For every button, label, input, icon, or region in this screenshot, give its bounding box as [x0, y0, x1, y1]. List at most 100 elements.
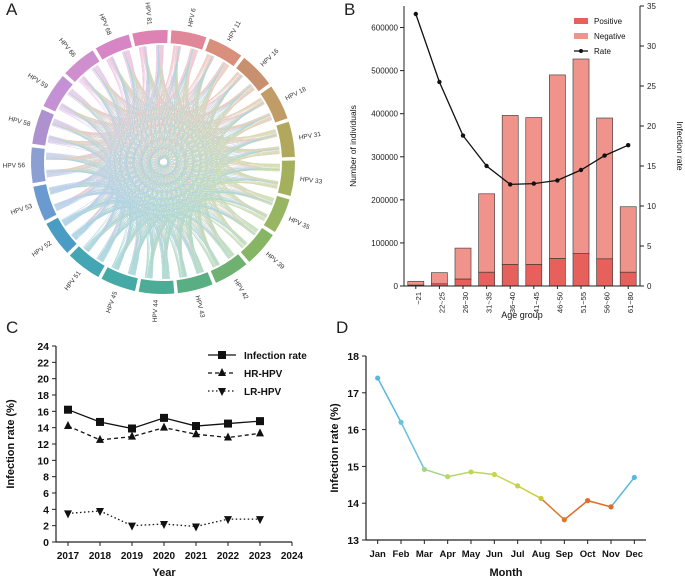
chord-link — [203, 102, 264, 257]
chord-link — [46, 155, 267, 217]
chord-link — [211, 102, 264, 233]
chord-link — [129, 135, 278, 275]
chord-link — [55, 75, 242, 209]
chord-link — [201, 202, 256, 258]
chord-segment — [95, 34, 133, 60]
chord-link — [107, 46, 150, 108]
chord-link — [53, 119, 152, 279]
series-marker — [64, 421, 72, 430]
y-axis-title: Infection rate (%) — [329, 403, 341, 493]
chord-link — [116, 199, 265, 270]
chord-link — [49, 62, 226, 193]
chord-link — [211, 151, 280, 245]
chord-link — [95, 66, 247, 245]
segment-label: HPV 18 — [284, 86, 307, 103]
chord-link — [48, 136, 170, 279]
chord-link — [97, 191, 273, 260]
chord-link — [166, 102, 264, 279]
chord-segment — [65, 50, 100, 83]
chord-link — [46, 142, 105, 173]
x-axis-title: Age group — [501, 310, 543, 320]
chord-link — [129, 46, 181, 275]
chord-link — [99, 134, 277, 261]
chord-link — [67, 67, 123, 123]
chord-link — [163, 102, 265, 279]
x-tick-label: 41~45 — [532, 292, 541, 313]
chord-link — [186, 48, 267, 217]
chord-link — [92, 45, 159, 111]
x-tick-label: 2023 — [249, 551, 272, 562]
chord-link — [61, 103, 124, 260]
segment-label: HPV 53 — [10, 203, 34, 217]
chord-link — [59, 75, 242, 129]
chord-link — [54, 183, 272, 207]
chord-link — [49, 185, 214, 268]
chord-link — [46, 69, 119, 159]
chord-link — [54, 56, 215, 207]
chord-link — [97, 213, 141, 274]
chord-link — [209, 75, 277, 141]
chord-link — [60, 105, 277, 144]
chord-link — [110, 56, 262, 123]
chord-link — [108, 55, 213, 110]
chord-link — [131, 102, 264, 275]
chord-link — [165, 168, 280, 279]
chord-link — [68, 92, 133, 270]
chord-link — [158, 45, 226, 109]
chord-link — [46, 55, 213, 176]
chord-link — [93, 67, 187, 277]
chord-link — [46, 170, 205, 272]
rate-point — [508, 182, 513, 187]
chord-link — [63, 62, 226, 225]
chord-link — [68, 92, 248, 244]
chord-link — [185, 48, 252, 117]
chord-link — [98, 203, 256, 260]
data-point — [608, 504, 614, 510]
chord-link — [72, 75, 121, 237]
trend-segment — [377, 377, 402, 423]
chord-link — [68, 45, 158, 119]
chord-segment — [69, 246, 105, 278]
chord-link — [72, 189, 272, 237]
chord-link — [181, 182, 278, 277]
data-point — [468, 469, 474, 475]
chord-link — [60, 104, 276, 142]
legend-marker — [218, 351, 226, 359]
y-axis-title: Infection rate (%) — [5, 399, 17, 489]
series-marker — [192, 429, 200, 438]
chord-link — [46, 80, 115, 173]
chord-link — [49, 185, 181, 278]
segment-label: HPV 45 — [105, 290, 119, 314]
chord-link — [144, 46, 199, 274]
chord-link — [158, 45, 267, 217]
chord-link — [210, 87, 267, 217]
chord-link — [150, 45, 160, 279]
chord-link — [54, 192, 138, 275]
chord-link — [53, 119, 119, 252]
chord-link — [199, 62, 252, 120]
chord-link — [80, 78, 264, 128]
chord-link — [208, 73, 277, 142]
chord-link — [158, 45, 252, 116]
chord-link — [59, 55, 213, 127]
chord-link — [63, 50, 198, 225]
chord-link — [86, 209, 133, 268]
chord-link — [130, 168, 280, 275]
chord-link — [48, 71, 238, 143]
chord-link — [47, 46, 148, 145]
chord-link — [46, 45, 174, 173]
chord-segment — [260, 86, 288, 123]
chord-link — [53, 121, 279, 184]
chord-link — [49, 88, 113, 193]
chord-link — [218, 114, 280, 153]
chord-link — [166, 46, 180, 279]
data-point — [398, 419, 404, 425]
chord-link — [129, 169, 280, 275]
chord-link — [46, 157, 106, 195]
chord-link — [184, 48, 247, 245]
chord-link — [72, 206, 139, 274]
chord-link — [205, 134, 277, 259]
chord-link — [46, 136, 106, 178]
chord-link — [68, 92, 187, 277]
chord-link — [163, 219, 199, 279]
